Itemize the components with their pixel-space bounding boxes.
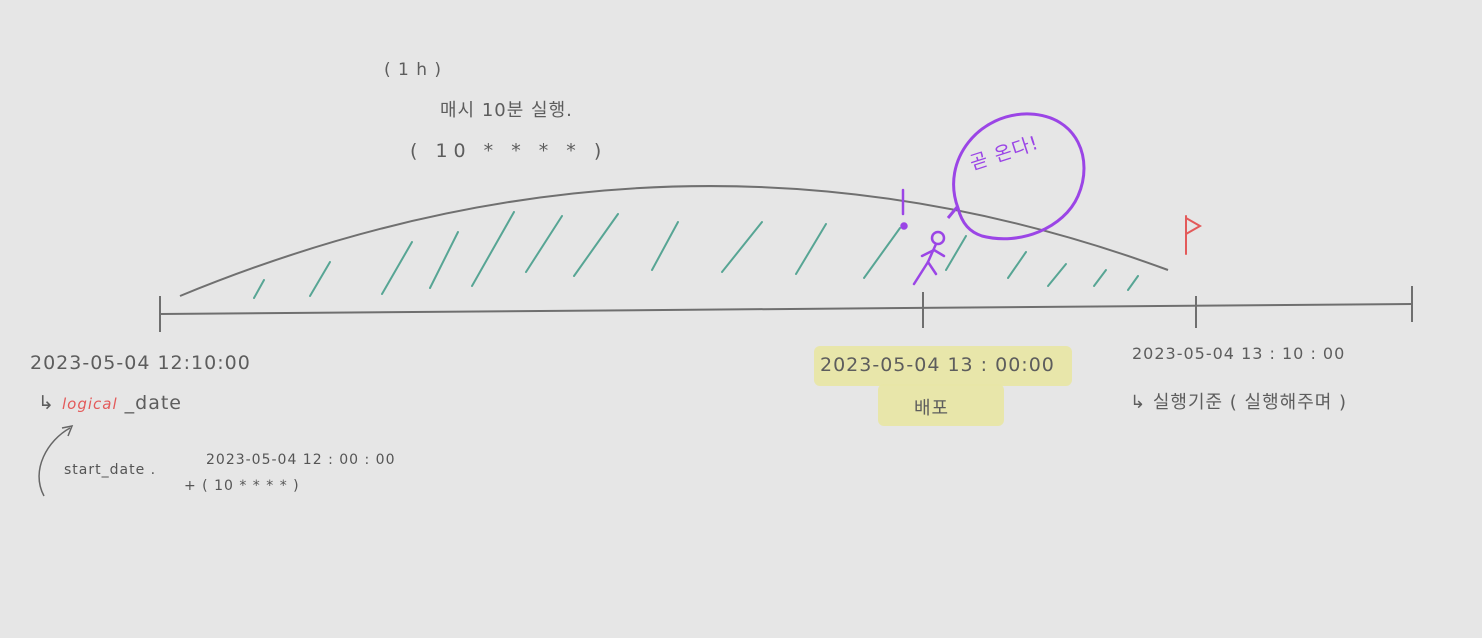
start-date-cron: + ( 10 * * * * ) [184, 478, 300, 494]
speech-bubble [952, 112, 1086, 241]
run-time: 2023-05-04 13 : 10 : 00 [1132, 344, 1346, 363]
flag-icon [1185, 215, 1203, 255]
start-date-value: 2023-05-04 12 : 00 : 00 [206, 452, 396, 468]
speech-bubble-tail [946, 205, 960, 219]
run-label: ↳ 실행기준 ( 실행해주며 ) [1130, 388, 1347, 414]
interval-label: ( 1 h ) [384, 60, 443, 80]
logical-date-label: ↳ logical _date [38, 392, 182, 414]
deploy-label: 배포 [914, 398, 950, 419]
start-date-label: start_date . [64, 462, 157, 478]
run-arrow: ↳ [1130, 392, 1147, 413]
running-person-icon [912, 230, 946, 286]
logical-word: logical [61, 395, 118, 413]
timeline-axis [159, 303, 1413, 315]
deploy-time-highlight [814, 346, 1072, 386]
start-date-arrow [38, 427, 71, 497]
deploy-label-highlight [878, 384, 1004, 426]
logical-date-arrow: ↳ [38, 392, 55, 414]
exclamation-icon [900, 188, 908, 230]
cron-expression: ( 10 * * * * ) [410, 140, 608, 162]
interval-hatching [253, 211, 1139, 299]
interval-arc [179, 185, 1169, 297]
deploy-time: 2023-05-04 13 : 00:00 [820, 354, 1055, 376]
date-word: _date [117, 392, 182, 414]
run-label-text: 실행기준 ( 실행해주며 ) [1152, 392, 1348, 413]
schedule-description: 매시 10분 실행. [440, 100, 573, 121]
logical-date-time: 2023-05-04 12:10:00 [30, 352, 251, 374]
start-date-arrowhead [61, 424, 74, 437]
